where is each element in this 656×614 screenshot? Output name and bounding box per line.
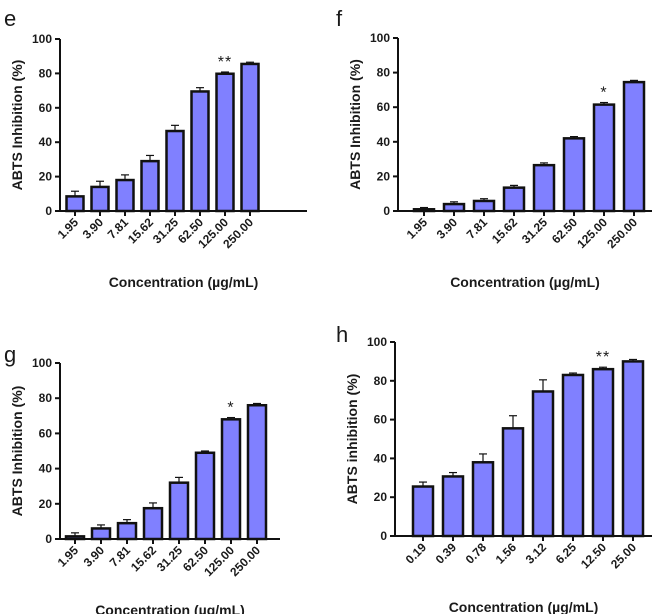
bar (592, 103, 616, 213)
x-tick-label: 15.62 (489, 215, 520, 246)
y-tick-label: 100 (370, 31, 390, 45)
bar (471, 461, 495, 538)
y-tick-label: 0 (45, 532, 52, 546)
y-tick-label: 0 (383, 204, 390, 218)
bar (240, 62, 260, 213)
bar (65, 195, 85, 213)
y-tick-label: 60 (374, 413, 388, 427)
x-tick-label: 3.90 (81, 543, 108, 570)
significance-marker: ** (218, 54, 232, 71)
bar (215, 72, 235, 213)
x-axis-label: Concentration (µg/mL) (450, 274, 600, 290)
bar (502, 186, 526, 213)
bar (591, 367, 615, 538)
bar (562, 137, 586, 213)
significance-marker: * (227, 400, 234, 417)
bar (561, 373, 585, 538)
panel-label-h: h (336, 322, 348, 347)
y-tick-label: 0 (380, 529, 387, 543)
y-tick-label: 80 (39, 66, 53, 80)
y-axis-label: ABTS Inhibition (%) (347, 59, 363, 190)
x-tick-label: 31.25 (519, 215, 550, 246)
bar (246, 403, 268, 541)
x-tick-label: 3.90 (434, 215, 461, 242)
bar (531, 390, 555, 538)
y-tick-label: 80 (377, 66, 391, 80)
x-tick-label: 1.95 (55, 215, 82, 242)
bar (168, 481, 190, 541)
y-tick-label: 20 (374, 490, 388, 504)
y-tick-label: 20 (39, 497, 53, 511)
bar (621, 360, 645, 538)
significance-marker: * (600, 85, 607, 102)
bar (622, 80, 646, 213)
y-tick-label: 60 (39, 101, 53, 115)
x-tick-label: 125.00 (574, 215, 610, 251)
y-axis-label: ABTS Inhibition (%) (9, 60, 25, 191)
x-tick-label: 25.00 (608, 540, 639, 571)
x-tick-label: 31.25 (150, 215, 181, 246)
y-tick-label: 40 (377, 135, 391, 149)
panel-label-g: g (4, 342, 16, 367)
x-axis-label: Concentration (µg/mL) (449, 599, 599, 614)
x-tick-label: 0.78 (463, 540, 490, 567)
x-tick-label: 0.19 (403, 540, 430, 567)
bar (532, 163, 556, 213)
bar (142, 506, 164, 541)
bar (441, 475, 465, 538)
y-tick-label: 0 (45, 204, 52, 218)
bar (140, 159, 160, 213)
bar (165, 129, 185, 213)
x-tick-label: 12.50 (578, 540, 609, 571)
x-tick-label: 31.25 (154, 543, 185, 574)
bar (220, 418, 242, 541)
bar (472, 199, 496, 213)
x-tick-label: 250.00 (604, 215, 640, 251)
x-tick-label: 1.95 (404, 215, 431, 242)
bar (190, 90, 210, 213)
y-tick-label: 40 (39, 135, 53, 149)
bar (501, 427, 525, 538)
y-tick-label: 40 (39, 462, 53, 476)
y-tick-label: 20 (39, 170, 53, 184)
x-tick-label: 6.25 (553, 540, 580, 567)
bar (90, 185, 110, 213)
x-tick-label: 250.00 (227, 543, 263, 579)
bar (412, 208, 436, 213)
y-tick-label: 60 (377, 100, 391, 114)
y-axis-label: ABTS inhibition (%) (344, 374, 360, 505)
bar (115, 178, 135, 213)
y-tick-label: 80 (39, 391, 53, 405)
y-tick-label: 40 (374, 451, 388, 465)
bar (442, 202, 466, 213)
bar (64, 535, 86, 541)
significance-marker: ** (596, 349, 610, 366)
x-axis-label: Concentration (µg/mL) (95, 602, 245, 614)
bar (90, 527, 112, 541)
y-tick-label: 60 (39, 426, 53, 440)
bar (411, 485, 435, 538)
panel-label-e: e (4, 6, 16, 31)
x-tick-label: 0.39 (433, 540, 460, 567)
x-tick-label: 3.90 (80, 215, 107, 242)
y-axis-label: ABTS Inhibition (%) (9, 386, 25, 517)
x-tick-label: 15.62 (125, 215, 156, 246)
x-tick-label: 1.56 (493, 540, 520, 567)
panel-label-f: f (336, 6, 343, 31)
bar (116, 521, 138, 541)
x-tick-label: 3.12 (523, 540, 550, 567)
bar (194, 451, 216, 541)
x-axis-label: Concentration (µg/mL) (109, 274, 259, 290)
y-tick-label: 100 (367, 335, 387, 349)
x-tick-label: 7.81 (464, 215, 491, 242)
y-tick-label: 80 (374, 374, 388, 388)
x-tick-label: 1.95 (55, 543, 82, 570)
y-tick-label: 100 (32, 32, 52, 46)
y-tick-label: 20 (377, 169, 391, 183)
x-tick-label: 15.62 (128, 543, 159, 574)
y-tick-label: 100 (32, 356, 52, 370)
